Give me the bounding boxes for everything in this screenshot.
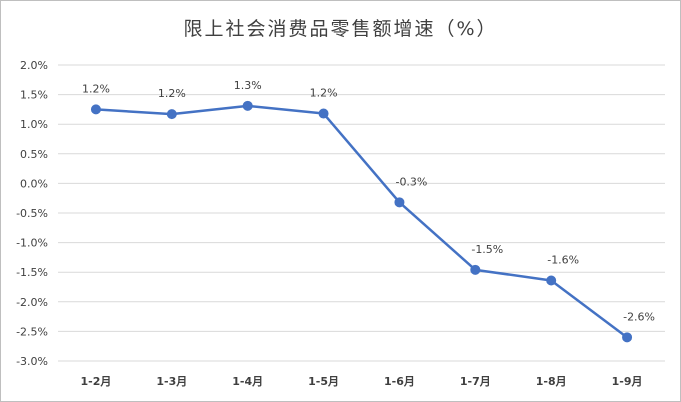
y-tick-label: 2.0% [20,59,48,72]
data-point [546,275,557,286]
data-point [470,264,481,275]
x-tick-label: 1-8月 [536,375,567,388]
data-label: 1.2% [310,87,338,100]
x-tick-label: 1-9月 [612,375,643,388]
data-points [90,100,633,343]
gridlines [58,64,665,362]
x-tick-label: 1-3月 [156,375,187,388]
data-point [318,108,329,119]
y-tick-label: -3.0% [16,355,48,368]
data-label: -1.5% [471,243,503,256]
series-line [95,104,628,339]
y-tick-label: -1.5% [16,266,48,279]
y-axis-ticks: 2.0% 1.5% 1.0% 0.5% 0.0% -0.5% -1.0% -1.5% -2.0%… [16,59,48,368]
y-tick-label: -0.5% [16,207,48,220]
data-label: 1.2% [158,87,186,100]
x-tick-label: 1-7月 [460,375,491,388]
data-labels: 1.2% 1.2% 1.3% 1.2% -0.3% -1.5% -1.6% -2.6% [82,79,655,323]
x-tick-label: 1-5月 [308,375,339,388]
y-tick-label: -1.0% [16,237,48,250]
data-label: 1.2% [82,82,110,95]
data-point [166,109,177,120]
data-point [394,197,405,208]
data-point [90,104,101,115]
y-tick-label: -2.5% [16,325,48,338]
series-line [95,104,628,339]
data-label: -0.3% [395,175,427,188]
y-tick-label: 0.5% [20,148,48,161]
data-label: -1.6% [547,253,579,266]
y-tick-label: 1.5% [20,89,48,102]
x-tick-label: 1-4月 [232,375,263,388]
chart-title: 限上社会消费品零售额增速（%） [183,18,498,40]
data-point [242,100,253,111]
y-tick-label: 1.0% [20,118,48,131]
x-tick-label: 1-6月 [384,375,415,388]
y-tick-label: 0.0% [20,177,48,190]
x-axis-ticks: 1-2月 1-3月 1-4月 1-5月 1-6月 1-7月 1-8月 1-9月 [81,375,643,388]
data-label: -2.6% [623,310,655,323]
y-tick-label: -2.0% [16,296,48,309]
data-label: 1.3% [234,79,262,92]
x-tick-label: 1-2月 [81,375,112,388]
data-point [622,332,633,343]
